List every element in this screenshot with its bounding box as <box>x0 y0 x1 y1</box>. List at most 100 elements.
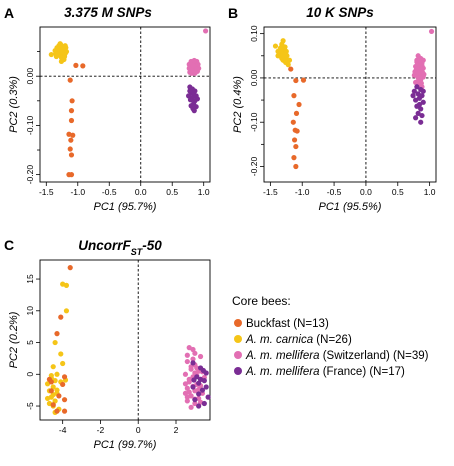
point-Buckfast <box>69 98 75 104</box>
point-carnica <box>52 339 58 346</box>
point-carnica <box>286 57 293 63</box>
point-Buckfast <box>50 402 56 408</box>
point-mellifera_fr <box>410 93 416 99</box>
point-Buckfast <box>68 172 75 178</box>
point-carnica <box>280 38 286 44</box>
point-mellifera_fr <box>418 119 424 125</box>
x-tick-label: 0.0 <box>360 187 372 197</box>
y-tick-label: 0.10 <box>249 25 259 42</box>
y-tick-label: 5 <box>25 340 35 345</box>
plot-frame <box>39 259 211 421</box>
point-mellifera_fr <box>413 97 419 103</box>
point-mellifera_ch <box>194 365 200 371</box>
point-Buckfast <box>58 314 64 320</box>
point-mellifera_ch <box>417 75 423 81</box>
plot-frame <box>263 26 437 183</box>
title-suffix: -50 <box>142 238 162 253</box>
panel-a: A 3.375 M SNPs -1.5 -1.0 -0.5 0.0 0.5 1.0 -0.20 -… <box>4 5 211 213</box>
point-Buckfast <box>67 77 73 83</box>
point-carnica <box>63 282 70 288</box>
chart-title: 3.375 M SNPs <box>64 5 152 20</box>
point-carnica <box>55 46 61 52</box>
point-mellifera_ch <box>184 352 190 358</box>
chart-title: 10 K SNPs <box>306 5 374 20</box>
point-mellifera_fr <box>418 106 424 112</box>
panel-letter: A <box>4 5 14 21</box>
point-mellifera_ch <box>190 62 196 68</box>
point-mellifera_ch <box>428 28 435 35</box>
point-carnica <box>63 49 70 55</box>
y-tick-label: 0 <box>25 372 35 377</box>
point-mellifera_fr <box>200 367 206 374</box>
point-mellifera_ch <box>184 394 190 400</box>
point-mellifera_fr <box>191 108 197 114</box>
legend-marker-carnica <box>234 335 242 343</box>
x-tick-label: 0.0 <box>135 187 147 197</box>
legend-label-Buckfast: Buckfast (N=13) <box>246 318 329 330</box>
x-tick-label: 2 <box>174 425 179 435</box>
point-mellifera_fr <box>190 384 196 390</box>
point-Buckfast <box>293 163 299 170</box>
point-mellifera_ch <box>414 62 421 69</box>
x-tick-label: -4 <box>59 425 67 435</box>
y-tick-label: -0.20 <box>25 165 35 185</box>
series-mellifera_fr <box>410 84 426 125</box>
point-mellifera_ch <box>184 398 190 404</box>
legend-label-carnica: A. m. carnica (N=26) <box>245 334 352 346</box>
point-mellifera_fr <box>196 403 202 409</box>
legend-title: Core bees: <box>232 294 291 308</box>
x-tick-label: 1.0 <box>424 187 436 197</box>
series-carnica <box>272 38 293 68</box>
point-mellifera_ch <box>182 371 189 377</box>
point-mellifera_fr <box>203 384 209 390</box>
point-Buckfast <box>60 381 66 388</box>
point-mellifera_fr <box>190 360 196 366</box>
y-tick-label: -5 <box>25 402 35 410</box>
point-Buckfast <box>54 331 60 337</box>
point-mellifera_ch <box>202 28 209 34</box>
x-axis-label: PC1 (99.7%) <box>94 439 157 451</box>
series-mellifera_ch <box>186 28 209 76</box>
legend-label-mellifera_fr: A. m. mellifera (France) (N=17) <box>245 366 405 378</box>
point-carnica <box>44 395 51 402</box>
plot-frame <box>39 26 211 183</box>
x-tick-label: -1.5 <box>263 187 278 197</box>
point-Buckfast <box>290 119 296 125</box>
point-mellifera_ch <box>186 376 192 382</box>
point-mellifera_fr <box>414 103 420 109</box>
x-tick-label: -0.5 <box>102 187 117 197</box>
point-Buckfast <box>70 132 76 138</box>
point-Buckfast <box>61 374 68 380</box>
point-carnica <box>283 50 289 56</box>
legend-marker-Buckfast <box>234 319 242 327</box>
point-mellifera_fr <box>413 115 419 121</box>
x-tick-label: 1.0 <box>198 187 210 197</box>
point-mellifera_fr <box>194 96 201 102</box>
point-mellifera_ch <box>191 57 197 64</box>
legend-marker-mellifera_fr <box>234 367 242 375</box>
point-Buckfast <box>80 63 86 69</box>
point-carnica <box>283 59 289 66</box>
series-mellifera_fr <box>190 360 211 409</box>
x-tick-label: -1.5 <box>39 187 54 197</box>
point-Buckfast <box>61 397 68 403</box>
point-Buckfast <box>291 137 298 143</box>
point-carnica <box>278 46 284 52</box>
y-tick-label: 0.00 <box>25 68 35 85</box>
point-Buckfast <box>68 117 75 124</box>
panel-b: B 10 K SNPs -1.5 -1.0 -0.5 0.0 0.5 1.0 -0.20 -0.1… <box>228 5 437 213</box>
series-mellifera_fr <box>185 84 201 114</box>
point-Buckfast <box>293 143 299 150</box>
legend-detail: (Switzerland) (N=39) <box>320 350 429 362</box>
y-axis-label: PC2 (0.4%) <box>232 76 244 133</box>
y-axis-label: PC2 (0.3%) <box>8 76 20 133</box>
x-tick-label: 0.5 <box>166 187 178 197</box>
x-axis-label: PC1 (95.5%) <box>319 201 382 213</box>
legend-marker-mellifera_ch <box>234 351 242 359</box>
legend-detail: (N=26) <box>313 334 352 346</box>
series-mellifera_ch <box>411 28 435 90</box>
point-Buckfast <box>73 62 79 68</box>
series-Buckfast <box>46 265 73 414</box>
